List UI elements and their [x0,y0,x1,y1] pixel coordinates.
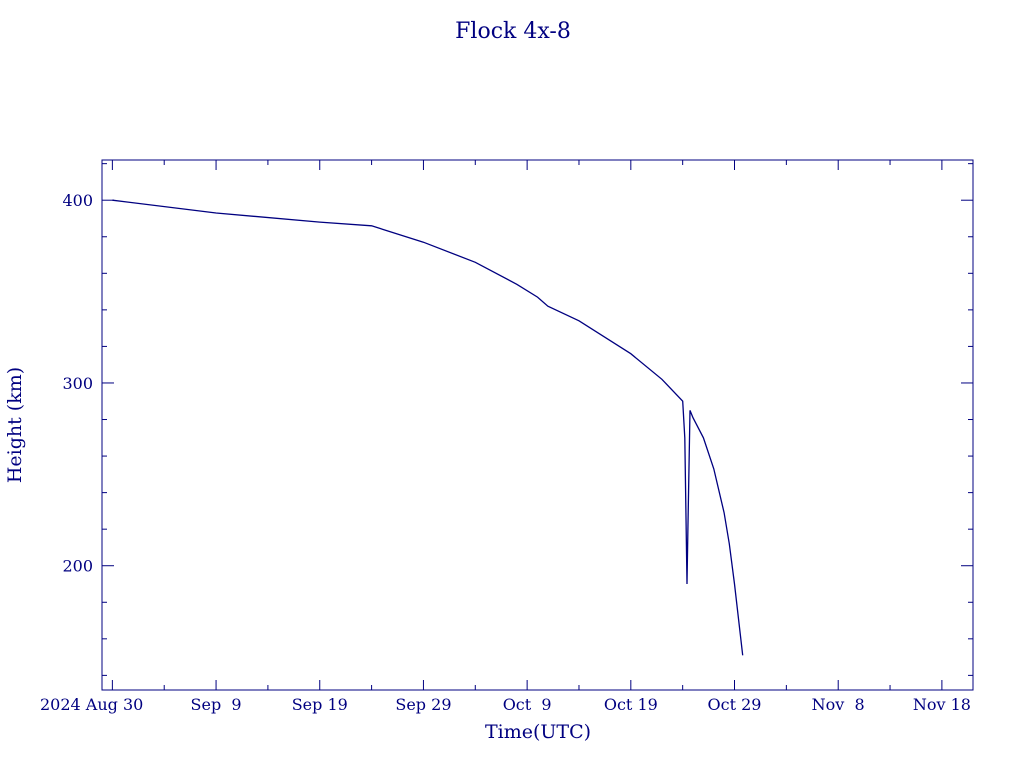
y-tick-label: 300 [62,374,93,393]
y-axis-ticks: 200 300 400 [62,191,973,576]
height-series-line [112,199,744,656]
x-axis-ticks: 2024 Aug 30 Sep 9 Sep 19 Sep 29 Oct 9 Oct 19 O… [40,160,971,714]
x-tick-label: Nov 18 [913,695,971,714]
x-tick-label: 2024 Aug 30 [40,695,143,714]
y-tick-label: 200 [62,557,93,576]
minor-ticks [102,160,973,690]
x-tick-label: Nov 8 [812,695,865,714]
x-tick-label: Sep 29 [395,695,451,714]
chart-title: Flock 4x-8 [455,19,571,44]
x-tick-label: Oct 19 [604,695,658,714]
y-tick-label: 400 [62,191,93,210]
x-tick-label: Sep 9 [191,695,242,714]
x-tick-label: Oct 29 [708,695,762,714]
x-axis-label: Time(UTC) [485,721,591,743]
x-tick-label: Sep 19 [292,695,348,714]
x-tick-label: Oct 9 [503,695,552,714]
plot-frame [101,159,974,691]
y-axis-label: Height (km) [4,367,26,483]
